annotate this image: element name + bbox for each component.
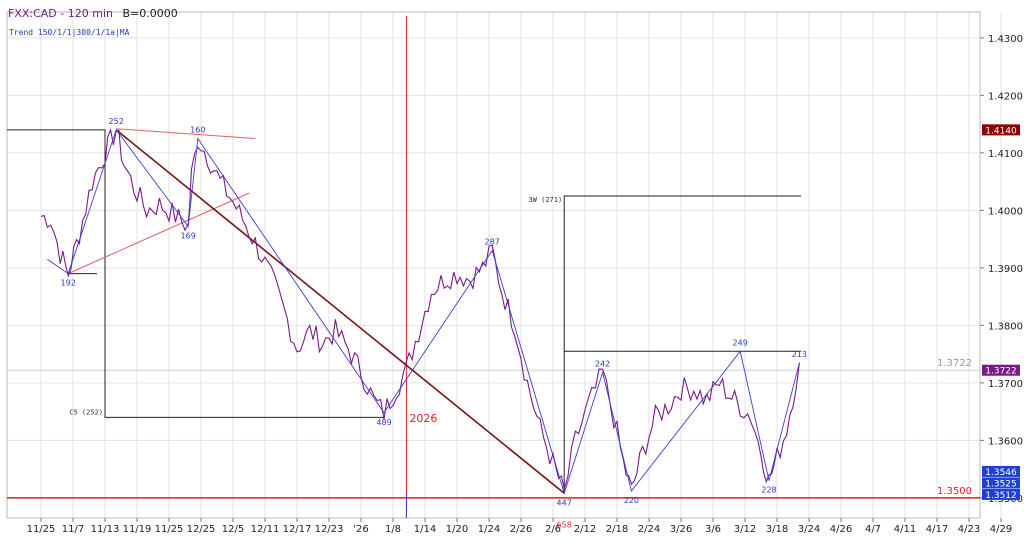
x-tick-label: 4/17	[926, 524, 948, 535]
x-tick-label: 12/25	[187, 524, 216, 535]
pivot-label: 169	[181, 231, 196, 240]
level-label: 1.3722	[937, 358, 972, 369]
guide-layer	[7, 16, 980, 518]
channel-line	[116, 128, 256, 139]
level-label: 1.3500	[937, 486, 972, 497]
box-label: C5 (252)	[69, 408, 103, 416]
y-tick-label: 1.3900	[988, 264, 1023, 275]
x-tick-label: 3/24	[798, 524, 820, 535]
y-tick-label: 1.3700	[988, 379, 1023, 390]
price-tag-label: 1.3512	[985, 491, 1017, 501]
price-layer	[40, 128, 800, 490]
pivot-label: 220	[624, 496, 639, 505]
pivot-label: 249	[733, 338, 748, 347]
box-guide	[563, 195, 801, 494]
x-tick-label: 1/24	[478, 524, 500, 535]
x-tick-label: 4/26	[830, 524, 852, 535]
pivot-label: 228	[761, 486, 776, 495]
chart-title: FXX:CAD - 120 min B=0.0000	[8, 7, 178, 20]
price-tag-label: 1.4140	[985, 126, 1017, 136]
price-tag	[982, 465, 1020, 477]
y-tick-label: 1.4200	[988, 91, 1023, 102]
pivot-label: 447	[557, 498, 572, 507]
x-tick-label: 3/18	[766, 524, 788, 535]
x-tick-label: 11/25	[27, 524, 56, 535]
y-tick-label: 1.4100	[988, 149, 1023, 160]
x-tick-label: 11/25	[155, 524, 184, 535]
price-tag	[982, 124, 1020, 136]
box-guide	[7, 129, 384, 418]
y-tick-label: 1.4300	[988, 34, 1023, 45]
x-tick-label: 11/7	[62, 524, 84, 535]
chart-title-bvalue: B=0.0000	[122, 7, 178, 20]
price-tag-label: 1.3525	[985, 479, 1017, 489]
pivot-label: 287	[485, 238, 500, 247]
pivot-label: 242	[595, 360, 610, 369]
x-tick-label: 3/12	[734, 524, 756, 535]
x-tick-label: 1/20	[446, 524, 468, 535]
price-line	[40, 128, 800, 490]
price-tag-label: 1.3722	[985, 367, 1017, 377]
price-tag	[982, 364, 1020, 376]
pivot-label: 213	[792, 350, 807, 359]
x-tick-label: 2/18	[606, 524, 628, 535]
wave-line	[47, 128, 800, 495]
x-tick-label: 2/12	[574, 524, 596, 535]
x-tick-label: 11/13	[91, 524, 120, 535]
pivot-label: 160	[190, 126, 205, 135]
price-tag	[982, 477, 1020, 489]
x-tick-label: 2/24	[638, 524, 660, 535]
plot-frame	[6, 11, 981, 519]
x-tick-label: 4/7	[865, 524, 881, 535]
x-tick-label: 1/14	[414, 524, 436, 535]
x-tick-label: 2/26	[510, 524, 532, 535]
x-tick-label: 4/23	[958, 524, 980, 535]
axes-layer: 11/25 11/7 11/13 11/19 11/25 12/25 12/5 12/11 12…	[27, 34, 1023, 535]
x-tick-label: 12/11	[251, 524, 280, 535]
y-tick-label: 1.4000	[988, 206, 1023, 217]
price-tag-label: 1.3546	[985, 468, 1017, 478]
grid-layer	[6, 11, 1002, 519]
price-tag	[982, 488, 1020, 500]
x-tick-label: '26	[353, 524, 368, 535]
x-tick-label: 1/8	[385, 524, 401, 535]
x-tick-label: 4/29	[990, 524, 1012, 535]
chart-title-symbol: FXX:CAD - 120 min	[8, 7, 113, 20]
y-tick-label: 1.3800	[988, 321, 1023, 332]
pivot-label: 192	[61, 279, 76, 288]
x-tick-label: 12/17	[283, 524, 312, 535]
x-tick-label: 12/5	[222, 524, 244, 535]
y-tick-label: 1.3600	[988, 436, 1023, 447]
pivot-label: 252	[109, 117, 124, 126]
year-marker-label: 2026	[409, 412, 437, 425]
wave-layer	[47, 128, 800, 495]
x-tick-label: 11/19	[123, 524, 152, 535]
channel-line	[67, 192, 250, 275]
box-label: 3W (271)	[528, 196, 562, 204]
indicator-label: Trend 150/1/1|300/1/1a|MA	[9, 28, 130, 37]
x-tick-label: 2/6	[545, 524, 561, 535]
x-tick-label: 3/26	[670, 524, 692, 535]
label-layer: 2026 1.3500 1.3722 C5 (252) 3W (271) 192 252 16…	[61, 117, 972, 529]
pivot-count-label: 658	[557, 520, 572, 529]
x-tick-label: 12/23	[315, 524, 344, 535]
x-tick-label: 3/6	[705, 524, 721, 535]
x-tick-label: 4/11	[894, 524, 916, 535]
pivot-label: 489	[376, 418, 391, 427]
